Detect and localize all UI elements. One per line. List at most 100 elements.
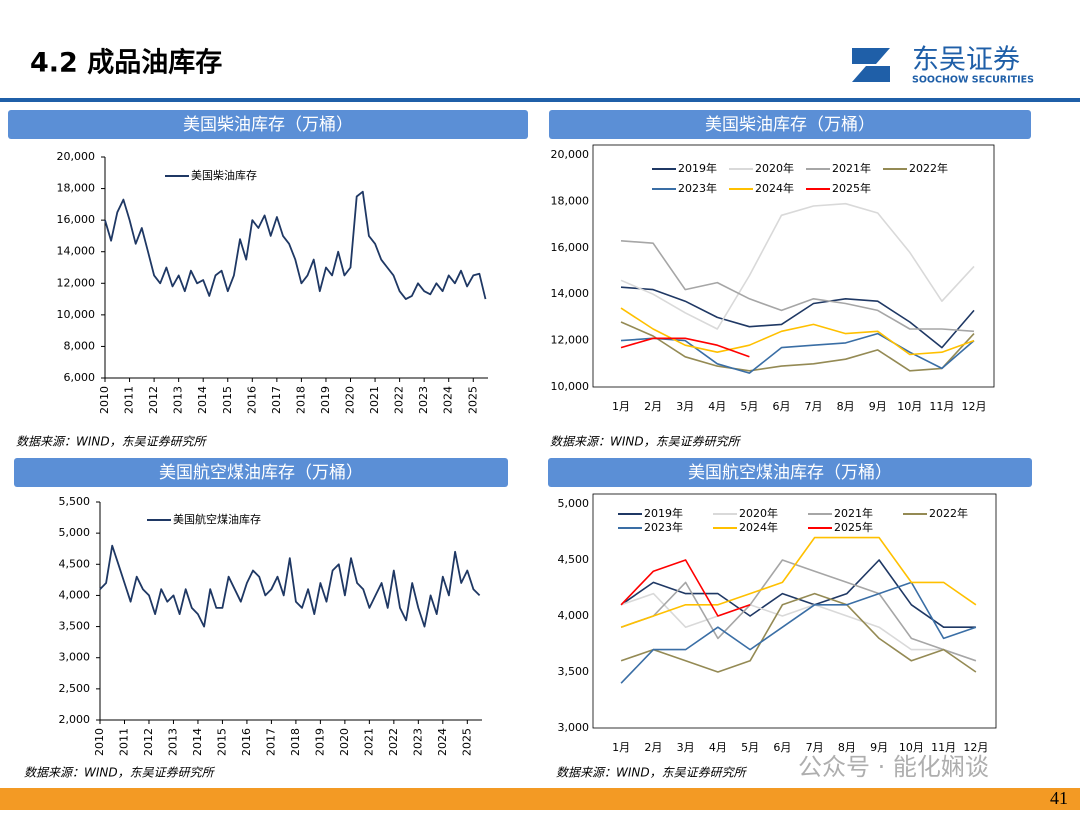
panel-banner: [14, 458, 508, 487]
legend-label: 2020年: [755, 161, 794, 175]
legend-label: 2020年: [739, 506, 778, 520]
x-tick-label: 1月: [612, 741, 630, 754]
legend-label: 2025年: [834, 520, 873, 534]
chart-title: 美国航空煤油库存（万桶）: [688, 463, 892, 483]
y-tick-label: 16,000: [551, 241, 590, 254]
series-line: [620, 559, 751, 617]
y-tick-label: 18,000: [57, 182, 96, 195]
series-line: [620, 592, 977, 673]
panel-banner: [8, 110, 528, 139]
chart-title: 美国航空煤油库存（万桶）: [159, 463, 363, 483]
x-tick-label: 8月: [838, 741, 856, 754]
x-tick-label: 2024: [436, 728, 449, 756]
plot-frame: [592, 493, 997, 729]
x-tick-label: 2010: [93, 728, 106, 756]
x-tick-label: 2019: [319, 386, 332, 414]
x-tick-label: 2024: [442, 386, 455, 414]
series-line: [620, 581, 977, 684]
x-tick-label: 2016: [240, 728, 253, 756]
x-tick-label: 2022: [393, 386, 406, 414]
legend-label: 2022年: [929, 506, 968, 520]
x-tick-label: 2017: [270, 386, 283, 414]
series-line: [620, 240, 975, 333]
x-tick-label: 2021: [362, 728, 375, 756]
x-tick-label: 9月: [870, 741, 888, 754]
x-tick-label: 3月: [677, 741, 695, 754]
x-tick-label: 2020: [344, 386, 357, 414]
logo-icon: [852, 48, 890, 82]
series-line: [99, 544, 481, 628]
y-tick-label: 2,000: [59, 713, 91, 726]
legend-label: 2023年: [644, 520, 683, 534]
y-tick-label: 3,500: [59, 620, 91, 633]
legend-label: 美国柴油库存: [191, 168, 257, 182]
x-tick-label: 9月: [869, 400, 887, 413]
x-tick-label: 2012: [147, 386, 160, 414]
x-tick-label: 2018: [289, 728, 302, 756]
series-line: [620, 536, 977, 628]
y-tick-label: 16,000: [57, 213, 96, 226]
legend-label: 2024年: [739, 520, 778, 534]
series-line: [620, 286, 975, 349]
y-tick-label: 6,000: [64, 371, 96, 384]
x-tick-label: 6月: [773, 741, 791, 754]
series-line: [620, 337, 750, 358]
legend-label: 2022年: [909, 161, 948, 175]
series-line: [620, 592, 977, 662]
y-tick-label: 10,000: [57, 308, 96, 321]
y-tick-label: 3,000: [59, 651, 91, 664]
y-tick-label: 3,000: [558, 721, 590, 734]
y-tick-label: 10,000: [551, 380, 590, 393]
x-tick-label: 2015: [221, 386, 234, 414]
y-tick-label: 14,000: [57, 245, 96, 258]
x-tick-label: 11月: [929, 400, 954, 413]
x-tick-label: 2016: [245, 386, 258, 414]
series-line: [620, 321, 975, 372]
footer-bar: [0, 788, 1080, 810]
y-tick-label: 4,000: [558, 609, 590, 622]
x-tick-label: 2015: [215, 728, 228, 756]
y-tick-label: 18,000: [551, 194, 590, 207]
x-tick-label: 2020: [338, 728, 351, 756]
legend-label: 美国航空煤油库存: [173, 512, 261, 526]
x-tick-label: 5月: [741, 741, 759, 754]
x-tick-label: 2011: [123, 386, 136, 414]
y-tick-label: 4,500: [59, 557, 91, 570]
x-tick-label: 4月: [709, 741, 727, 754]
slide-title: 4.2 成品油库存: [30, 48, 222, 79]
y-tick-label: 12,000: [551, 334, 590, 347]
legend-label: 2021年: [832, 161, 871, 175]
x-tick-label: 2013: [166, 728, 179, 756]
y-tick-label: 20,000: [57, 150, 96, 163]
legend-label: 2021年: [834, 506, 873, 520]
y-tick-label: 4,000: [59, 588, 91, 601]
legend-label: 2023年: [678, 181, 717, 195]
x-tick-label: 2018: [294, 386, 307, 414]
x-tick-label: 12月: [961, 400, 986, 413]
y-tick-label: 2,500: [59, 682, 91, 695]
series-line: [104, 190, 487, 300]
x-tick-label: 12月: [963, 741, 988, 754]
chart-title: 美国柴油库存（万桶）: [183, 115, 353, 135]
plot-frame: [592, 144, 995, 388]
x-tick-label: 4月: [708, 400, 726, 413]
legend-label: 2025年: [832, 181, 871, 195]
x-tick-label: 2月: [644, 741, 662, 754]
legend-label: 2024年: [755, 181, 794, 195]
y-tick-label: 14,000: [551, 287, 590, 300]
x-tick-label: 2025: [466, 386, 479, 414]
x-tick-label: 2025: [460, 728, 473, 756]
x-tick-label: 2023: [417, 386, 430, 414]
x-tick-label: 2012: [142, 728, 155, 756]
source-note: 数据来源：WIND，东吴证券研究所: [556, 766, 748, 780]
source-note: 数据来源：WIND，东吴证券研究所: [550, 435, 742, 449]
source-note: 数据来源：WIND，东吴证券研究所: [16, 435, 208, 449]
panel-banner: [548, 458, 1032, 487]
legend-label: 2019年: [644, 506, 683, 520]
x-tick-label: 10月: [899, 741, 924, 754]
source-note: 数据来源：WIND，东吴证券研究所: [24, 766, 216, 780]
x-tick-label: 7月: [806, 741, 824, 754]
watermark: 公众号 · 能化娴谈: [798, 753, 989, 781]
y-tick-label: 20,000: [551, 148, 590, 161]
series-line: [620, 307, 975, 356]
